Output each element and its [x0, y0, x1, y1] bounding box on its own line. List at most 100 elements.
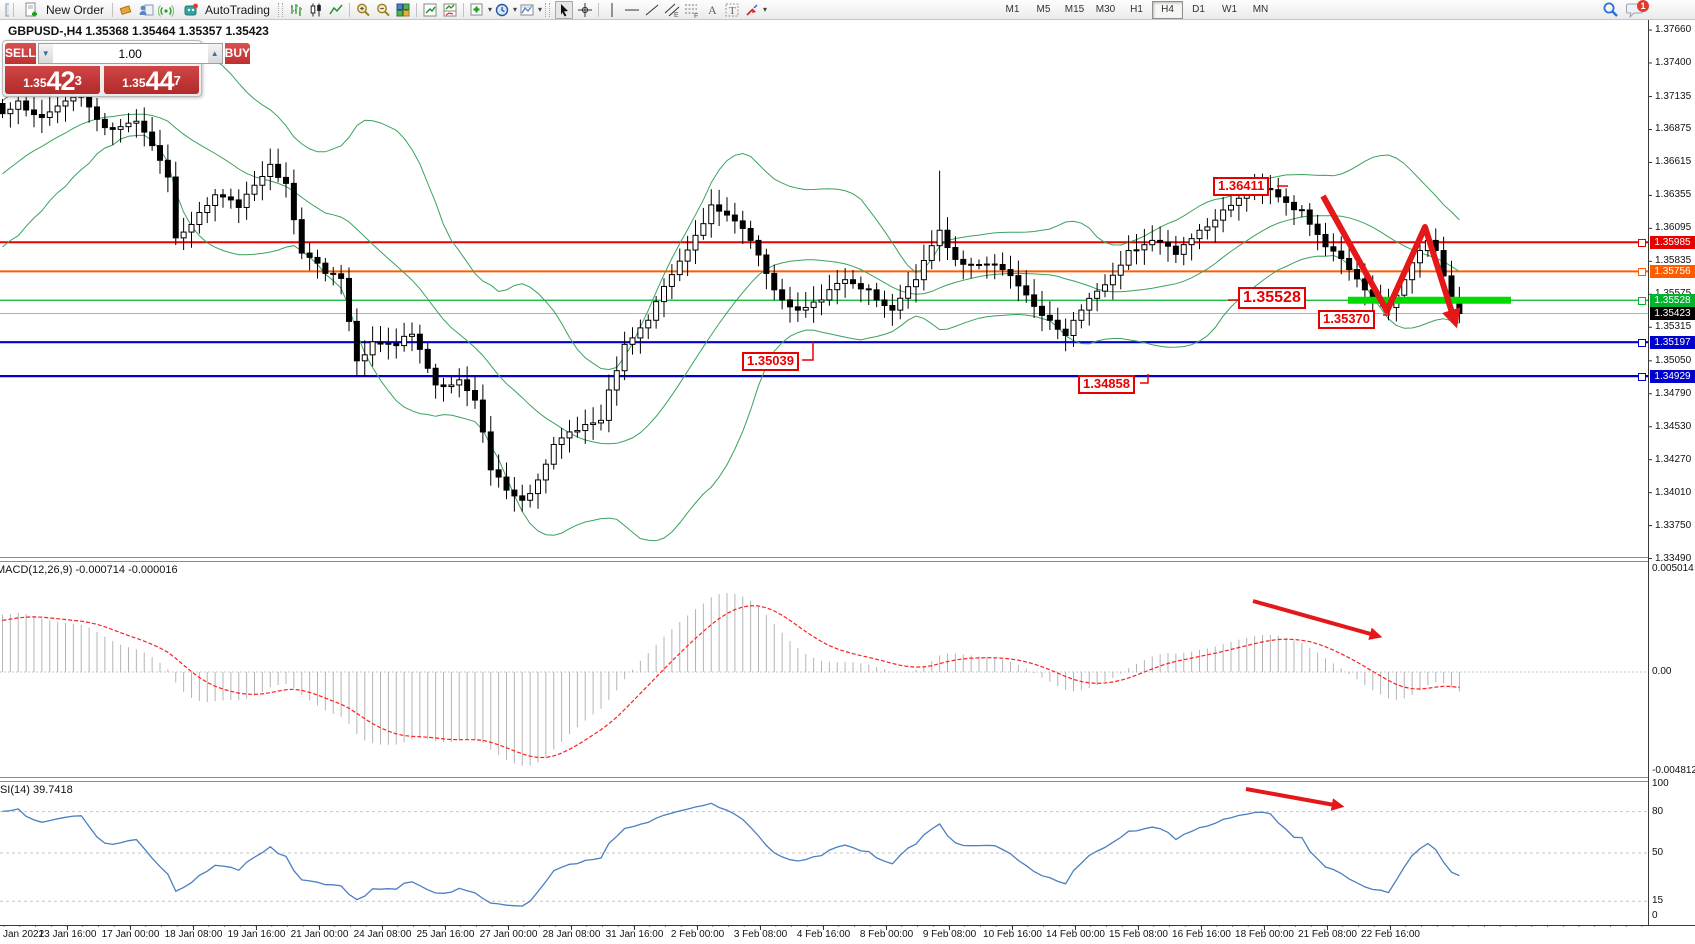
vertical-line-tool-icon[interactable]	[604, 2, 620, 18]
volume-spinner: ▼ ▲	[37, 43, 223, 64]
buy-button[interactable]: BUY	[224, 43, 251, 64]
toolbar-right-icons: 1	[1600, 0, 1649, 19]
price-line-badge: 1.34929	[1650, 369, 1695, 383]
horizontal-line-tool-icon[interactable]	[624, 2, 640, 18]
price-tick-label: 1.35050	[1655, 354, 1692, 366]
timeframe-button-h4[interactable]: H4	[1152, 0, 1183, 19]
price-tick-label: 1.33750	[1655, 519, 1692, 531]
bid-big-figure: 42	[46, 66, 76, 96]
price-annotation-label[interactable]: 1.35039	[742, 352, 799, 371]
zoom-in-icon[interactable]	[355, 2, 371, 18]
timeframe-button-h1[interactable]: H1	[1130, 3, 1143, 15]
price-tick-label: 1.36095	[1655, 222, 1692, 234]
signals-icon[interactable]	[158, 2, 175, 18]
timeframe-button-m15[interactable]: M15	[1064, 3, 1085, 15]
trendline-tool-icon[interactable]	[644, 2, 660, 18]
fibonacci-tool-icon[interactable]: F	[684, 2, 700, 18]
toolbar-separator	[348, 2, 350, 17]
timeframe-button-d1[interactable]: D1	[1192, 3, 1205, 15]
pane-separator[interactable]	[0, 777, 1648, 778]
templates-dropdown[interactable]: ▾	[537, 5, 542, 14]
add-indicator-icon[interactable]	[469, 2, 485, 18]
rsi-indicator-label: RSI(14) 39.7418	[0, 784, 73, 796]
toolbar-separator	[13, 2, 14, 17]
periods-clock-icon[interactable]	[494, 2, 510, 18]
arrows-tool-icon[interactable]	[744, 2, 760, 18]
price-tick-label: 1.36355	[1655, 189, 1692, 201]
price-tick-label: 1.36875	[1655, 123, 1692, 135]
market-watch-icon[interactable]	[118, 2, 134, 18]
timeframe-toolbar: M1 M5 M15 M30 H1 H4 D1 W1 MN	[997, 0, 1276, 19]
pane-separator[interactable]	[0, 781, 1648, 782]
search-icon[interactable]	[1602, 2, 1618, 18]
price-tick-label: 1.37135	[1655, 90, 1692, 102]
price-annotation-label[interactable]: 1.35370	[1318, 310, 1375, 329]
templates-icon[interactable]	[519, 2, 535, 18]
timeframe-button-m5[interactable]: M5	[1036, 3, 1051, 15]
time-axis-label: 14 Feb 00:00	[1046, 929, 1105, 940]
sell-button[interactable]: SELL	[5, 43, 36, 64]
macd-name: MACD(12,26,9)	[0, 564, 73, 576]
bid-pip-fraction: 3	[74, 73, 82, 88]
time-axis-label: 4 Feb 16:00	[796, 929, 851, 940]
tile-windows-icon[interactable]	[395, 2, 411, 18]
macd-indicator-label: MACD(12,26,9) -0.000714 -0.000016	[0, 564, 178, 576]
svg-text:E: E	[674, 12, 679, 18]
pane-separator[interactable]	[0, 557, 1648, 558]
rsi-value: 39.7418	[32, 784, 73, 796]
time-axis-label: 19 Jan 16:00	[227, 929, 286, 940]
channel-tool-icon[interactable]: E	[664, 2, 680, 18]
svg-text:F: F	[694, 13, 698, 18]
price-annotation-label[interactable]: 1.34858	[1078, 375, 1135, 394]
zoom-out-icon[interactable]	[375, 2, 391, 18]
volume-input[interactable]	[52, 44, 208, 63]
autotrading-icon	[183, 2, 199, 18]
new-order-label: New Order	[46, 2, 105, 17]
price-tick-label: 1.34790	[1655, 387, 1692, 399]
indicator-window-down-icon[interactable]	[442, 2, 458, 18]
timeframe-button-mn[interactable]: MN	[1252, 3, 1269, 15]
autotrading-button[interactable]: AutoTrading	[176, 1, 275, 18]
arrows-tool-dropdown[interactable]: ▾	[763, 5, 768, 14]
navigator-icon[interactable]	[138, 2, 154, 18]
ask-price-display[interactable]: 1.35 44 7	[104, 66, 199, 96]
time-axis-label: 22 Feb 16:00	[1361, 929, 1420, 940]
price-tick-label: 1.35835	[1655, 255, 1692, 267]
price-tick-label: 1.35315	[1655, 321, 1692, 333]
cursor-icon[interactable]	[555, 0, 573, 19]
svg-text:T: T	[729, 5, 736, 17]
notifications-chat-icon[interactable]: 1	[1626, 0, 1649, 19]
volume-increase-button[interactable]: ▲	[207, 44, 222, 63]
line-anchor-marker[interactable]	[1638, 239, 1646, 248]
text-label-tool-icon[interactable]: T	[724, 2, 740, 18]
line-anchor-marker[interactable]	[1638, 339, 1646, 348]
text-tool-icon[interactable]: A	[704, 2, 720, 18]
price-tick-label: 1.36615	[1655, 156, 1692, 168]
line-anchor-marker[interactable]	[1638, 297, 1646, 306]
price-annotation-label[interactable]: 1.36411	[1213, 177, 1270, 196]
timeframe-button-w1[interactable]: W1	[1222, 3, 1237, 15]
toolbar-drag-handle[interactable]	[277, 2, 283, 17]
new-order-button[interactable]: New Order	[17, 1, 109, 18]
line-chart-icon[interactable]	[328, 2, 344, 18]
line-anchor-marker[interactable]	[1638, 373, 1646, 382]
toolbar-drag-handle[interactable]	[545, 2, 550, 17]
price-axis-line	[1648, 20, 1649, 925]
volume-decrease-button[interactable]: ▼	[38, 44, 53, 63]
autotrading-label: AutoTrading	[205, 2, 270, 17]
one-click-trading-panel: SELL ▼ ▲ BUY 1.35 42 3 1.35 44 7	[2, 40, 251, 97]
timeframe-button-m30[interactable]: M30	[1095, 3, 1116, 15]
crosshair-icon[interactable]	[577, 2, 593, 18]
price-annotation-label[interactable]: 1.35528	[1238, 287, 1306, 310]
pane-separator[interactable]	[0, 561, 1648, 562]
indicator-window-up-icon[interactable]	[422, 2, 438, 18]
line-anchor-marker[interactable]	[1638, 268, 1646, 277]
bid-price-display[interactable]: 1.35 42 3	[5, 66, 100, 96]
bar-chart-icon[interactable]	[288, 2, 304, 18]
timeframe-button-m1[interactable]: M1	[1005, 3, 1020, 15]
ask-big-figure: 44	[145, 66, 175, 96]
periods-dropdown[interactable]: ▾	[512, 5, 517, 14]
add-indicator-dropdown[interactable]: ▾	[487, 5, 492, 14]
candlestick-chart-icon[interactable]	[308, 2, 324, 18]
